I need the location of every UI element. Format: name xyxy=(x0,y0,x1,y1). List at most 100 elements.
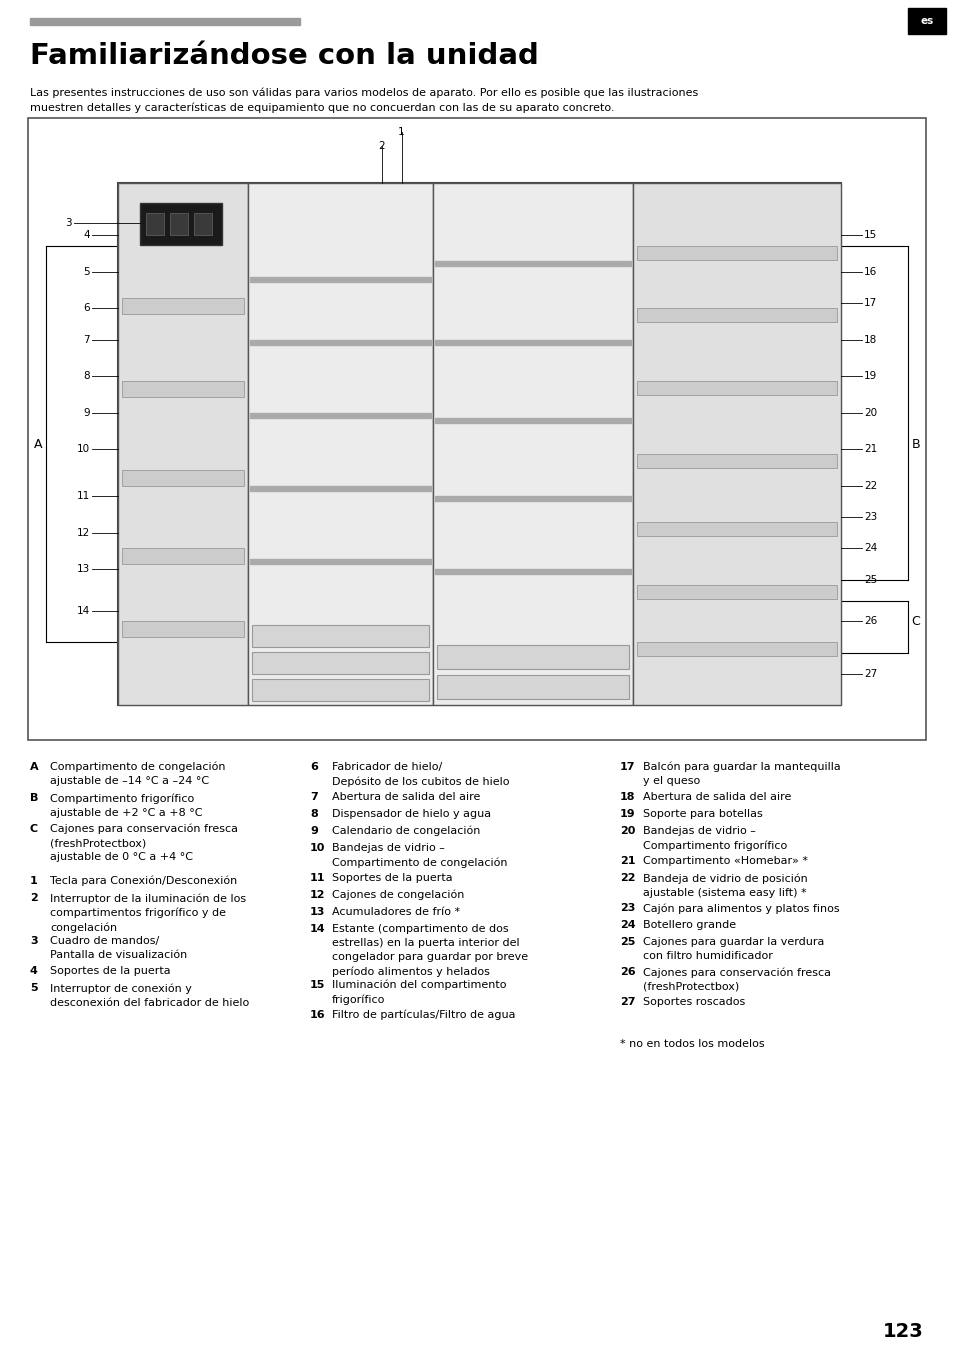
Bar xyxy=(170,213,188,235)
Bar xyxy=(637,455,836,468)
Text: 24: 24 xyxy=(619,919,635,930)
Bar xyxy=(140,202,222,244)
Text: 3: 3 xyxy=(30,936,37,946)
Bar xyxy=(637,643,836,656)
Bar xyxy=(633,184,841,705)
Bar xyxy=(118,184,248,705)
Text: 9: 9 xyxy=(83,408,90,417)
Bar xyxy=(28,117,925,740)
Text: Cajones para conservación fresca
(freshProtectbox)
ajustable de 0 °C a +4 °C: Cajones para conservación fresca (freshP… xyxy=(50,824,237,863)
Bar xyxy=(435,497,630,501)
Text: es: es xyxy=(920,16,933,26)
Text: Estante (compartimento de dos
estrellas) en la puerta interior del
congelador pa: Estante (compartimento de dos estrellas)… xyxy=(332,923,528,977)
Text: 4: 4 xyxy=(83,231,90,240)
Text: Interruptor de conexión y
desconexión del fabricador de hielo: Interruptor de conexión y desconexión de… xyxy=(50,983,249,1007)
Text: Bandeja de vidrio de posición
ajustable (sistema easy lift) *: Bandeja de vidrio de posición ajustable … xyxy=(642,873,807,898)
Text: 23: 23 xyxy=(619,903,635,913)
Text: Balcón para guardar la mantequilla
y el queso: Balcón para guardar la mantequilla y el … xyxy=(642,761,840,787)
Text: 14: 14 xyxy=(76,606,90,616)
Text: 7: 7 xyxy=(310,792,317,802)
Text: 13: 13 xyxy=(310,907,325,917)
Bar xyxy=(637,381,836,396)
Bar xyxy=(122,548,244,564)
Text: 11: 11 xyxy=(76,491,90,501)
Bar xyxy=(435,340,630,344)
Text: Fabricador de hielo/
Depósito de los cubitos de hielo: Fabricador de hielo/ Depósito de los cub… xyxy=(332,761,509,787)
Text: Bandejas de vidrio –
Compartimento frigorífico: Bandejas de vidrio – Compartimento frigo… xyxy=(642,826,786,850)
Text: 24: 24 xyxy=(863,544,877,554)
Text: 23: 23 xyxy=(863,512,877,522)
Text: 8: 8 xyxy=(310,809,317,819)
Bar xyxy=(122,621,244,637)
Text: Familiarizándose con la unidad: Familiarizándose con la unidad xyxy=(30,42,538,70)
Text: 2: 2 xyxy=(30,892,38,903)
Text: 16: 16 xyxy=(310,1010,325,1021)
Text: 21: 21 xyxy=(619,856,635,865)
Text: B: B xyxy=(911,437,920,451)
Text: Abertura de salida del aire: Abertura de salida del aire xyxy=(332,792,480,802)
Text: 18: 18 xyxy=(863,335,877,344)
Text: 20: 20 xyxy=(863,408,876,417)
Text: Botellero grande: Botellero grande xyxy=(642,919,736,930)
Text: 22: 22 xyxy=(863,481,877,491)
Text: Compartimento frigorífico
ajustable de +2 °C a +8 °C: Compartimento frigorífico ajustable de +… xyxy=(50,792,202,818)
Bar xyxy=(637,585,836,599)
Bar xyxy=(637,308,836,323)
Text: Compartimento «Homebar» *: Compartimento «Homebar» * xyxy=(642,856,807,865)
Text: Cajones para guardar la verdura
con filtro humidificador: Cajones para guardar la verdura con filt… xyxy=(642,937,823,961)
Text: 2: 2 xyxy=(377,140,384,151)
Text: 1: 1 xyxy=(30,876,38,886)
Text: Soportes de la puerta: Soportes de la puerta xyxy=(50,967,171,976)
Text: Abertura de salida del aire: Abertura de salida del aire xyxy=(642,792,791,802)
Text: 4: 4 xyxy=(30,967,38,976)
Text: Filtro de partículas/Filtro de agua: Filtro de partículas/Filtro de agua xyxy=(332,1010,515,1021)
Text: 1: 1 xyxy=(397,127,404,136)
Text: 12: 12 xyxy=(76,528,90,537)
Text: Soportes de la puerta: Soportes de la puerta xyxy=(332,873,452,883)
Text: 25: 25 xyxy=(619,937,635,946)
Text: 27: 27 xyxy=(619,998,635,1007)
Text: 8: 8 xyxy=(83,371,90,381)
Text: 17: 17 xyxy=(863,298,877,308)
Text: 19: 19 xyxy=(863,371,877,381)
Text: 15: 15 xyxy=(310,980,325,990)
Text: 26: 26 xyxy=(863,617,877,626)
Text: 21: 21 xyxy=(863,444,877,454)
Bar xyxy=(250,413,431,417)
Text: 123: 123 xyxy=(882,1322,923,1341)
Text: 12: 12 xyxy=(310,890,325,900)
Text: 25: 25 xyxy=(863,575,877,585)
Bar xyxy=(436,645,628,670)
Text: 11: 11 xyxy=(310,873,325,883)
Text: 7: 7 xyxy=(83,335,90,344)
Text: Tecla para Conexión/Desconexión: Tecla para Conexión/Desconexión xyxy=(50,876,237,887)
Text: Cajones de congelación: Cajones de congelación xyxy=(332,890,464,900)
Bar xyxy=(248,184,433,705)
Bar xyxy=(250,486,431,491)
Text: Dispensador de hielo y agua: Dispensador de hielo y agua xyxy=(332,809,491,819)
Text: 10: 10 xyxy=(77,444,90,454)
Bar xyxy=(436,675,628,699)
Text: 20: 20 xyxy=(619,826,635,836)
Text: A: A xyxy=(30,761,38,772)
Text: 9: 9 xyxy=(310,826,317,836)
Text: * no en todos los modelos: * no en todos los modelos xyxy=(619,1040,763,1049)
Text: Compartimento de congelación
ajustable de –14 °C a –24 °C: Compartimento de congelación ajustable d… xyxy=(50,761,225,787)
Text: 13: 13 xyxy=(76,564,90,574)
Text: 6: 6 xyxy=(83,304,90,313)
Text: C: C xyxy=(911,616,920,628)
Text: 10: 10 xyxy=(310,842,325,853)
Text: A: A xyxy=(33,437,42,451)
Text: Cuadro de mandos/
Pantalla de visualización: Cuadro de mandos/ Pantalla de visualizac… xyxy=(50,936,187,960)
Bar xyxy=(637,522,836,536)
Text: 6: 6 xyxy=(310,761,317,772)
Bar xyxy=(122,470,244,486)
Text: 22: 22 xyxy=(619,873,635,883)
Text: 5: 5 xyxy=(83,267,90,277)
Text: 14: 14 xyxy=(310,923,325,934)
Bar xyxy=(146,213,164,235)
Bar xyxy=(252,679,429,701)
Bar xyxy=(118,184,841,705)
Bar xyxy=(435,262,630,266)
Text: Interruptor de la iluminación de los
compartimentos frigorífico y de
congelación: Interruptor de la iluminación de los com… xyxy=(50,892,246,933)
